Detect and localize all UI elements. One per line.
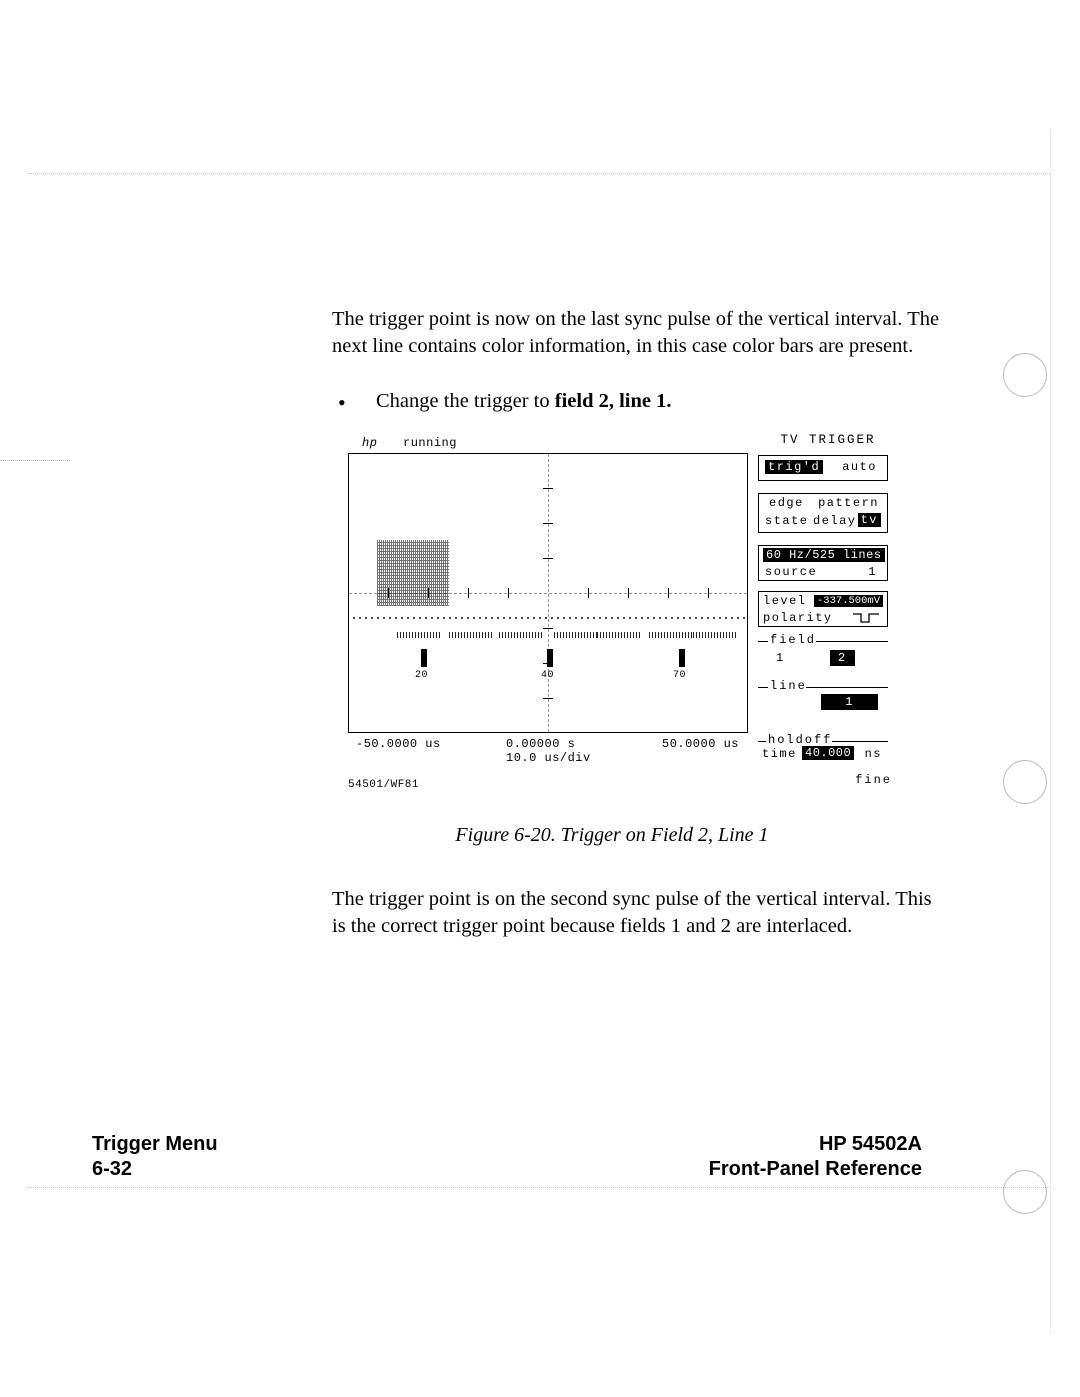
waveform-burst <box>397 632 441 638</box>
field-option-2-selected: 2 <box>830 650 855 666</box>
footer-section-title: Trigger Menu <box>92 1132 218 1157</box>
tv-standard-box[interactable]: 60 Hz/525 lines source 1 <box>758 545 888 581</box>
scope-run-state: running <box>403 436 457 450</box>
trigger-type-edge: edge <box>769 496 804 510</box>
waveform-burst <box>449 632 493 638</box>
paragraph-2-line-1: The trigger point is on the second sync … <box>332 886 972 913</box>
trigger-mode-other: auto <box>842 460 877 474</box>
bullet-glyph: • <box>338 392 346 414</box>
holdoff-units: ns <box>865 747 882 761</box>
fine-label: fine <box>855 773 892 787</box>
waveform-burst <box>499 632 543 638</box>
scope-status: hp running <box>362 436 457 450</box>
time-axis-right: 50.0000 us <box>662 737 739 751</box>
page-rule-right <box>1050 130 1051 1334</box>
figure-caption: Figure 6-20. Trigger on Field 2, Line 1 <box>332 824 892 847</box>
time-axis-center-bottom: 10.0 us/div <box>506 751 591 765</box>
footer-model: HP 54502A <box>819 1132 922 1157</box>
paragraph-1-line-2: next line contains color information, in… <box>332 333 972 360</box>
hole-punch <box>1003 353 1047 397</box>
holdoff-legend: holdoff <box>768 733 832 747</box>
time-axis-left: -50.0000 us <box>356 737 441 751</box>
softkey-panel: TV TRIGGER trig'd auto edge pattern stat… <box>758 433 898 793</box>
trigger-type-state: state <box>765 514 809 528</box>
waveform-burst <box>649 632 693 638</box>
trigger-mode-selected: trig'd <box>765 460 823 474</box>
waveform-sync-pulse <box>679 649 685 667</box>
scope-figure: hp running <box>348 433 908 795</box>
bullet-text-prefix: Change the trigger to <box>376 390 555 412</box>
waveform-sync-pulse <box>421 649 427 667</box>
bullet-text-bold: field 2, line 1. <box>555 390 672 412</box>
page-rule-bottom <box>28 1187 1050 1188</box>
waveform-baseline <box>353 617 745 619</box>
line-value-selected: 1 <box>821 694 878 710</box>
holdoff-group[interactable]: holdoff time 40.000 ns <box>758 733 888 761</box>
footer-page-number: 6-32 <box>92 1157 132 1182</box>
paragraph-2-line-2: is the correct trigger point because fie… <box>332 913 972 940</box>
tv-source-value: 1 <box>868 565 877 579</box>
line-legend: line <box>770 679 807 693</box>
polarity-label: polarity <box>763 611 833 625</box>
level-polarity-box[interactable]: level -337.500mV polarity <box>758 591 888 627</box>
waveform-marker: 20 <box>415 670 428 681</box>
scope-brand: hp <box>362 436 377 450</box>
paragraph-1-line-1: The trigger point is now on the last syn… <box>332 306 972 333</box>
waveform-colorbars <box>377 540 449 606</box>
figure-file-id: 54501/WF81 <box>348 779 419 791</box>
footer-doc-title: Front-Panel Reference <box>709 1157 922 1182</box>
field-option-1: 1 <box>776 651 785 665</box>
trigger-mode-box[interactable]: trig'd auto <box>758 455 888 481</box>
level-value: -337.500mV <box>814 595 883 607</box>
waveform-marker: 70 <box>673 670 686 681</box>
trigger-type-pattern: pattern <box>818 496 879 510</box>
holdoff-value-selected: 40.000 <box>802 746 854 760</box>
bullet-instruction: Change the trigger to field 2, line 1. <box>376 388 672 415</box>
level-label: level <box>763 594 807 608</box>
waveform-burst <box>554 632 598 638</box>
hole-punch <box>1003 760 1047 804</box>
time-axis-center-top: 0.00000 s <box>506 737 575 751</box>
waveform-burst <box>693 632 737 638</box>
polarity-neg-icon <box>853 612 879 624</box>
left-margin-dots <box>0 460 70 461</box>
tv-standard-selected: 60 Hz/525 lines <box>763 548 885 562</box>
panel-title: TV TRIGGER <box>758 433 898 447</box>
field-legend: field <box>770 633 816 647</box>
manual-page: The trigger point is now on the last syn… <box>0 0 1080 1397</box>
tv-source-label: source <box>765 565 817 579</box>
trigger-type-tv-selected: tv <box>858 513 881 527</box>
waveform-marker: 40 <box>541 670 554 681</box>
waveform-burst <box>597 632 641 638</box>
hole-punch <box>1003 1170 1047 1214</box>
line-group[interactable]: line 1 <box>758 679 888 713</box>
center-axis-v <box>548 454 549 732</box>
scope-graticule: 20 40 70 <box>348 453 748 733</box>
field-group[interactable]: field 1 2 <box>758 633 888 673</box>
trigger-type-delay: delay <box>813 514 857 528</box>
page-rule-top <box>28 173 1050 174</box>
trigger-type-box[interactable]: edge pattern state delay tv <box>758 493 888 533</box>
holdoff-time-label: time <box>762 747 797 761</box>
waveform-sync-pulse <box>547 649 553 667</box>
